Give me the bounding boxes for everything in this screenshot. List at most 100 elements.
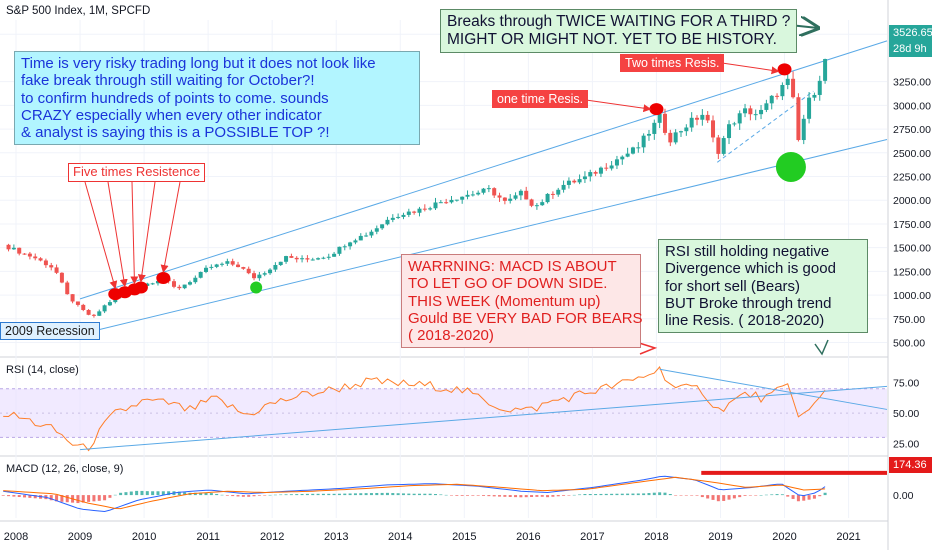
candle-body [300,258,305,260]
macd-histogram-bar [716,495,720,502]
candle-body [182,284,187,289]
candle-body [364,235,369,237]
rsi-trendline-lower [80,385,888,451]
candle-body [513,195,518,199]
macd-histogram-bar [567,495,571,496]
macd-histogram-bar [65,495,69,503]
macd-histogram-bar [124,492,128,496]
candle-body [22,253,27,255]
macd-histogram-bar [375,492,379,496]
macd-histogram-bar [231,495,235,497]
channel-lower-line [92,139,888,332]
axes-labels: 3750.003250.003000.002750.002500.002250.… [4,29,931,543]
macd-histogram-bar [556,495,560,497]
macd-histogram-bar [455,495,459,496]
macd-histogram-bar [279,494,283,496]
macd-histogram-bar [727,495,731,500]
candle-body [204,267,209,272]
macd-histogram-bar [220,494,224,496]
candle-body [614,159,619,166]
red-marker [156,272,171,285]
annotation-2009-recession: 2009 Recession [0,322,100,341]
macd-histogram-bar [620,493,624,496]
macd-histogram-bar [706,495,710,499]
candle-body [145,283,150,286]
annotation-line: BUT Broke through trend [665,294,832,312]
macd-histogram-bar [807,495,811,500]
macd-histogram-bar [540,495,544,497]
macd-histogram-bar [295,494,299,496]
candle-body [753,114,758,116]
macd-histogram-bar [647,493,651,496]
candle-body [775,95,780,97]
macd-histogram-bar [391,493,395,496]
candle-body [81,304,86,310]
candle-body [812,94,817,98]
macd-histogram-bar [551,495,555,497]
candle-body [438,202,443,204]
price-tick-label: 2750.00 [893,124,931,136]
candle-body [332,253,337,257]
macd-histogram-bar [209,493,213,496]
candle-body [449,199,454,203]
five-times-arrow [160,181,181,273]
candle-body [374,228,379,232]
candle-body [171,281,176,287]
macd-histogram-bar [135,490,139,496]
candle-body [657,113,662,123]
macd-histogram-bar [599,493,603,496]
candle-body [316,258,321,260]
macd-histogram-bar [663,492,667,496]
time-tick-label: 2012 [260,531,284,543]
macd-histogram-bar [743,495,747,496]
candle-body [406,211,411,215]
price-tick-label: 3250.00 [893,77,931,89]
annotation-line: Time is very risky trading long but it d… [21,55,376,72]
candle-body [444,202,449,204]
macd-histogram-bar [92,495,96,502]
candle-body [823,59,828,81]
macd-histogram-bar [225,495,229,496]
annotation-one-time-resistance: one time Resis. [492,90,589,109]
warning-arrow [635,341,658,355]
macd-histogram-bar [305,493,309,496]
red-marker [777,63,792,76]
green-marker [775,152,806,183]
macd-histogram-bar [615,493,619,496]
macd-histogram-bar [321,493,325,496]
macd-histogram-bar [786,495,790,497]
macd-histogram-bar [562,495,566,496]
signal-line [3,476,826,510]
annotation-line: Breaks through TWICE WAITING FOR A THIRD… [447,13,791,30]
macd-histogram-bar [204,492,208,496]
macd-histogram-bar [796,495,800,502]
candle-body [470,194,475,196]
macd-histogram-bar [674,495,678,496]
candle-body [257,274,262,279]
macd-histogram-bar [7,495,11,497]
rsi-series [3,366,888,452]
macd-histogram-bar [668,494,672,496]
macd-histogram-bar [156,491,160,496]
candle-body [572,180,577,183]
candle-body [732,123,737,125]
red-marker [133,281,148,294]
candle-body [727,124,732,139]
channel-upper-line [79,40,888,300]
price-tick-label: 2250.00 [893,172,931,184]
candle-body [817,80,822,95]
candle-body [598,167,603,174]
annotation-line: CRAZY especially when every other indica… [21,106,322,124]
macd-histogram-bar [631,493,635,496]
candle-body [556,189,561,195]
annotation-line: for short sell (Bears) [665,277,801,295]
macd-histogram-bar [476,495,480,496]
red-marker [649,103,664,116]
candle-body [689,117,694,128]
time-tick-label: 2016 [516,531,540,543]
candle-body [209,266,214,268]
macd-histogram-bar [578,494,582,496]
macd-histogram-bar [97,495,101,501]
candle-body [465,194,470,197]
macd-histogram-bar [60,495,64,502]
